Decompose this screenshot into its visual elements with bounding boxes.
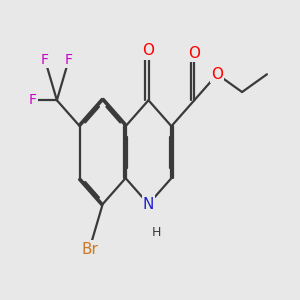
Text: N: N [143,196,154,211]
Text: F: F [41,53,49,67]
Text: O: O [211,67,223,82]
Text: F: F [65,53,73,67]
Text: O: O [188,46,200,61]
Text: F: F [29,93,37,107]
Text: Br: Br [81,242,98,256]
Text: O: O [142,44,154,59]
Text: H: H [152,226,161,239]
